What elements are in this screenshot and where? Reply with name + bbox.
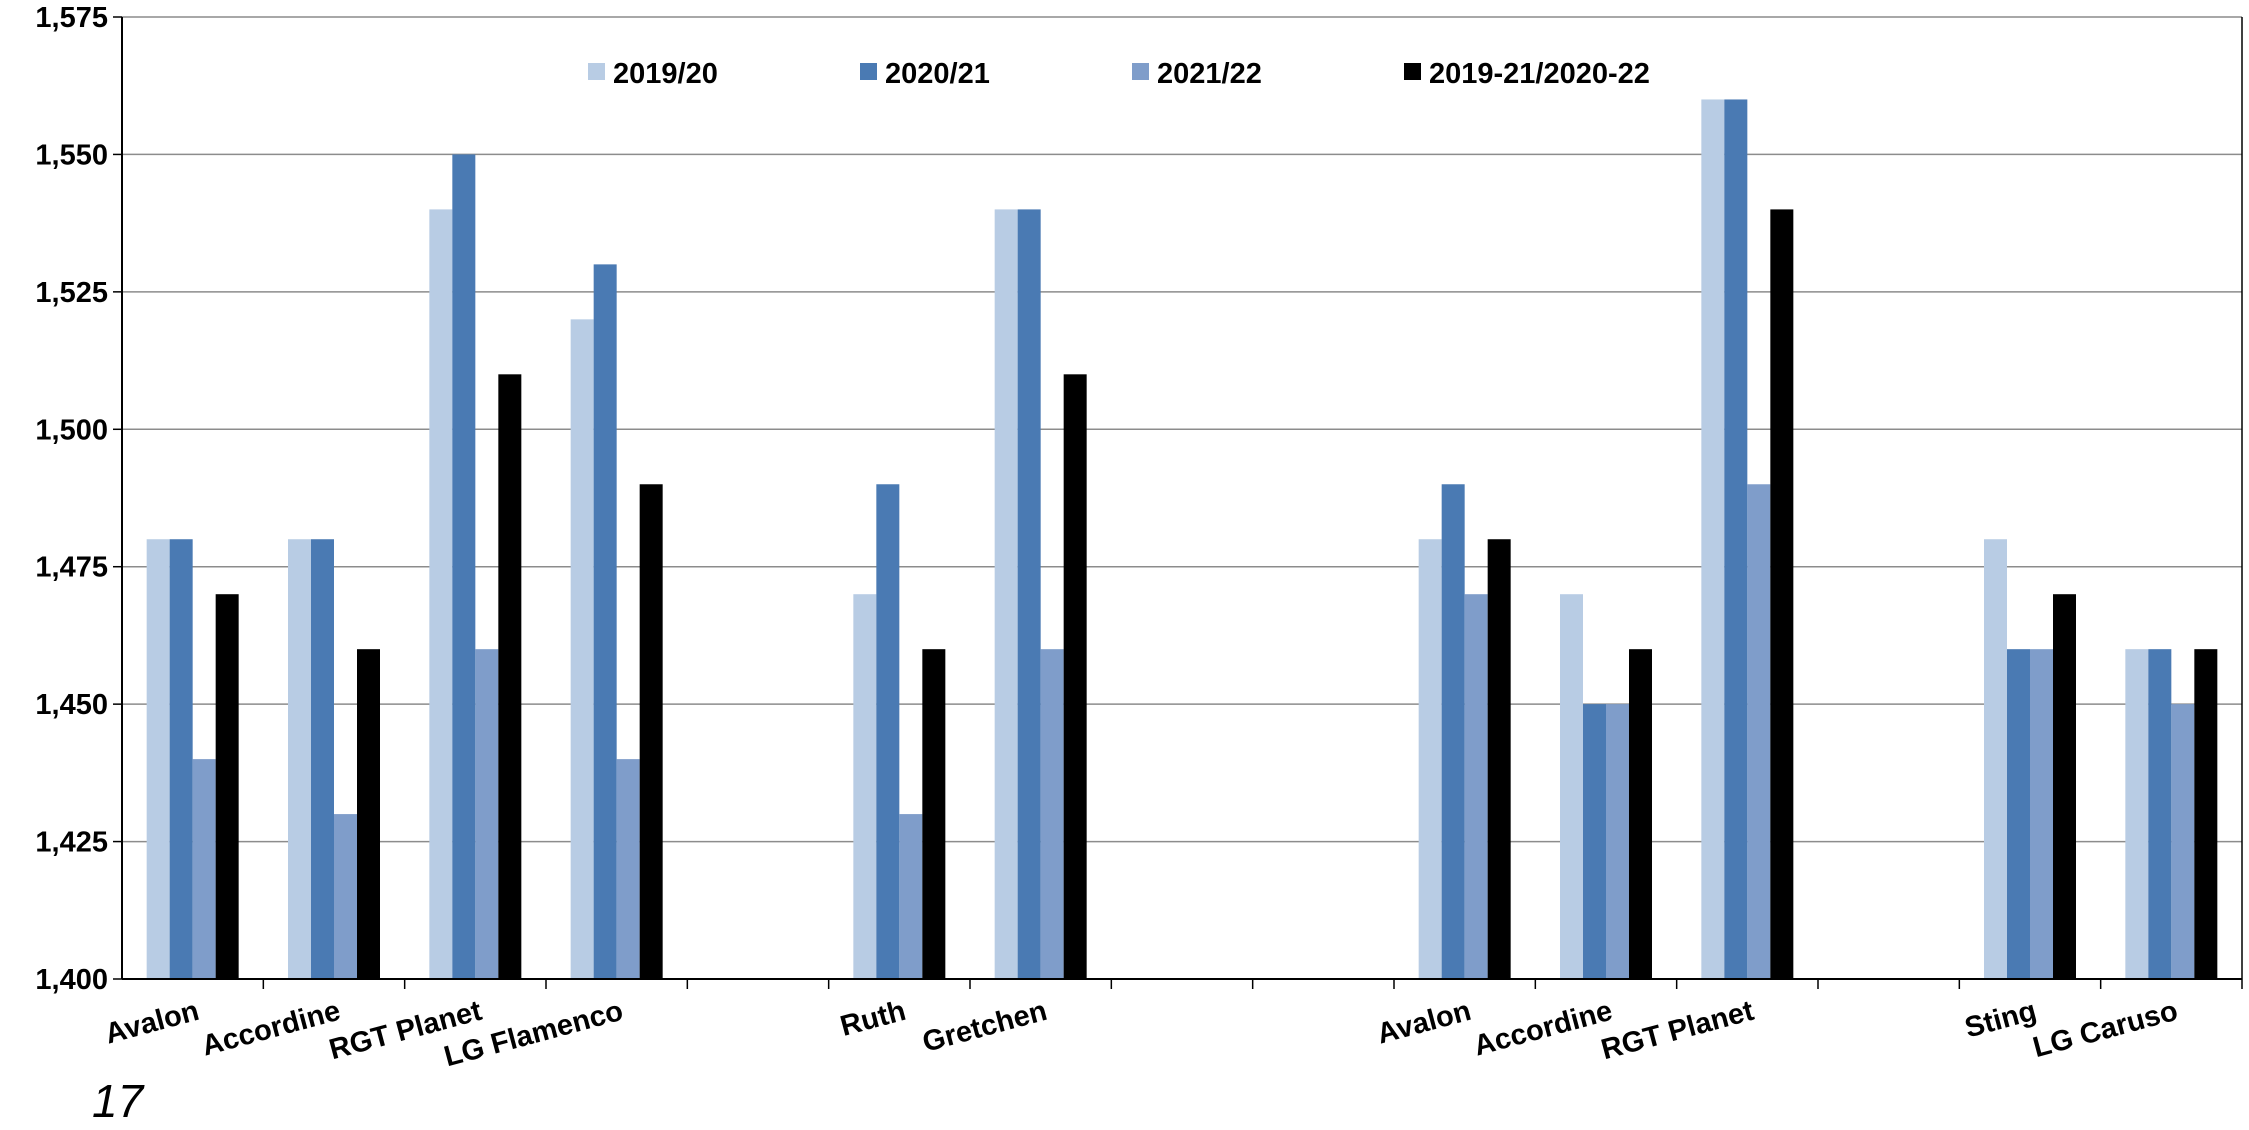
bar bbox=[1701, 99, 1725, 979]
bar bbox=[2194, 649, 2218, 979]
legend-swatch bbox=[1132, 63, 1149, 80]
bar bbox=[1747, 484, 1771, 979]
bar bbox=[994, 209, 1018, 979]
bar bbox=[288, 539, 311, 979]
bar bbox=[452, 154, 476, 979]
bar bbox=[2053, 594, 2076, 979]
bar bbox=[1063, 374, 1087, 979]
bar bbox=[2125, 649, 2149, 979]
x-tick-label: RGT Planet bbox=[1598, 995, 1758, 1066]
bar bbox=[639, 484, 663, 979]
x-tick-label: Accordine bbox=[1471, 995, 1616, 1063]
bar bbox=[1487, 539, 1511, 979]
page-number: 17 bbox=[92, 1075, 144, 1127]
bar bbox=[215, 594, 239, 979]
bar bbox=[1560, 594, 1583, 979]
bar bbox=[169, 539, 193, 979]
bar bbox=[1441, 484, 1465, 979]
bar bbox=[311, 539, 334, 979]
bar bbox=[475, 649, 499, 979]
bar bbox=[1606, 704, 1629, 979]
legend-swatch bbox=[1404, 63, 1421, 80]
bar bbox=[616, 759, 640, 979]
y-tick-label: 1,425 bbox=[35, 827, 108, 859]
bars bbox=[146, 99, 2218, 979]
bar bbox=[357, 649, 380, 979]
x-tick-label: Sting bbox=[1961, 995, 2039, 1045]
y-tick-label: 1,575 bbox=[35, 2, 108, 34]
bar bbox=[2148, 649, 2172, 979]
bar bbox=[1724, 99, 1748, 979]
axes bbox=[113, 16, 2243, 989]
bar bbox=[1017, 209, 1041, 979]
bar bbox=[334, 814, 357, 979]
bar bbox=[2007, 649, 2030, 979]
legend-label: 2021/22 bbox=[1157, 58, 1262, 90]
y-tick-label: 1,525 bbox=[35, 277, 108, 309]
x-tick-label: LG Caruso bbox=[2030, 995, 2181, 1064]
y-tick-label: 1,400 bbox=[35, 964, 108, 996]
legend-swatch bbox=[588, 63, 605, 80]
bar bbox=[876, 484, 900, 979]
legend: 2019/20 2020/21 2021/22 2019-21/2020-22 bbox=[588, 58, 1650, 90]
bar bbox=[1040, 649, 1064, 979]
bar bbox=[593, 264, 617, 979]
bar bbox=[1629, 649, 1652, 979]
bar bbox=[899, 814, 923, 979]
bar bbox=[853, 594, 877, 979]
bar bbox=[146, 539, 170, 979]
bar bbox=[1984, 539, 2007, 979]
y-tick-label: 1,450 bbox=[35, 689, 108, 721]
bar bbox=[2171, 704, 2195, 979]
y-tick-label: 1,500 bbox=[35, 414, 108, 446]
bar bbox=[1583, 704, 1606, 979]
legend-label: 2019/20 bbox=[613, 58, 718, 90]
legend-swatch bbox=[860, 63, 877, 80]
bar bbox=[570, 319, 594, 979]
bar bbox=[922, 649, 946, 979]
x-tick-label: Avalon bbox=[102, 995, 203, 1051]
bar bbox=[192, 759, 216, 979]
x-tick-label: Accordine bbox=[199, 995, 344, 1063]
bar bbox=[2030, 649, 2053, 979]
y-tick-label: 1,550 bbox=[35, 139, 108, 171]
bar bbox=[498, 374, 522, 979]
x-tick-label: Gretchen bbox=[919, 995, 1050, 1059]
bar bbox=[1770, 209, 1794, 979]
legend-label: 2020/21 bbox=[885, 58, 990, 90]
bar bbox=[429, 209, 453, 979]
x-tick-label: Avalon bbox=[1374, 995, 1475, 1051]
y-tick-label: 1,475 bbox=[35, 552, 108, 584]
legend-label: 2019-21/2020-22 bbox=[1429, 58, 1650, 90]
y-axis-tick-labels: 1,400 1,425 1,450 1,475 1,500 1,525 1,550 1,575 bbox=[35, 2, 108, 996]
x-tick-label: Ruth bbox=[837, 995, 909, 1043]
bar bbox=[1464, 594, 1488, 979]
bar bbox=[1418, 539, 1442, 979]
